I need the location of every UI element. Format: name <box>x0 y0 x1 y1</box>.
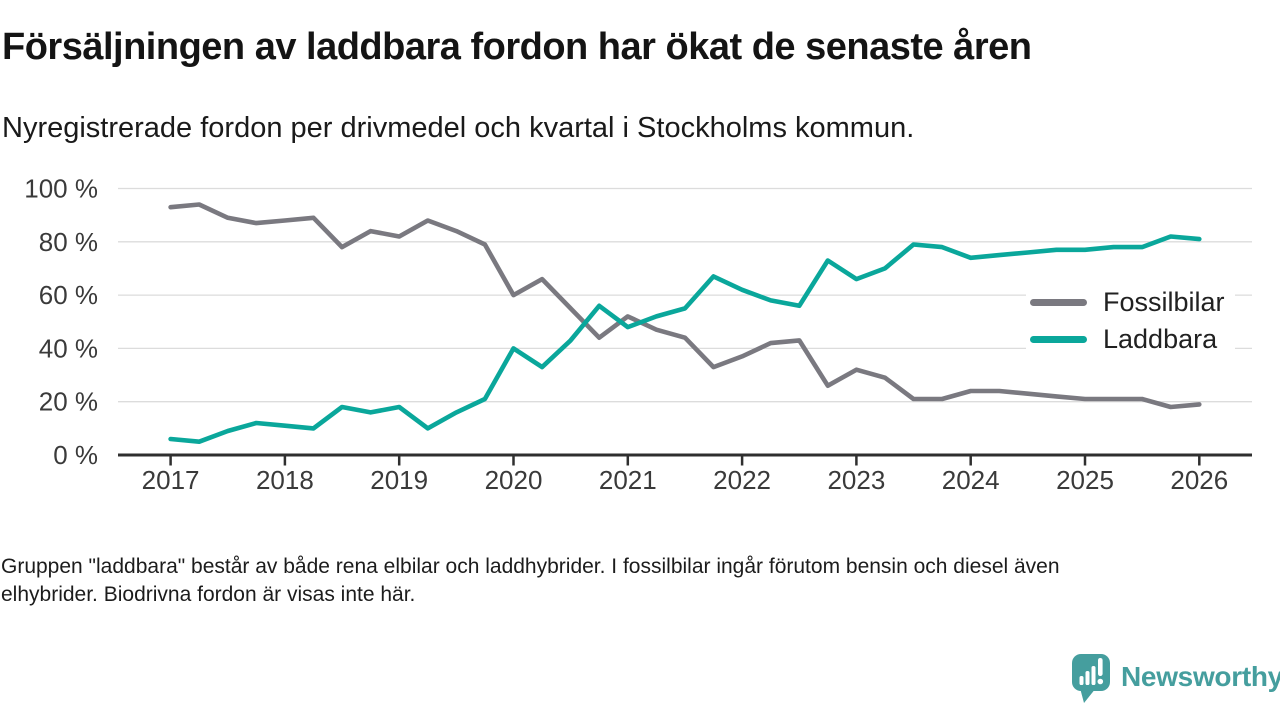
legend-line-swatch-fossilbilar <box>1030 299 1087 306</box>
x-axis-label: 2022 <box>713 465 771 495</box>
line-chart: 0 % 20 % 40 % 60 % 80 % 100 % 2017 2018 2019 2020… <box>24 174 1252 495</box>
x-axis-label: 2020 <box>485 465 543 495</box>
series-line-laddbara <box>168 234 1202 445</box>
y-axis-label: 40 % <box>39 333 98 363</box>
y-axis-label: 100 % <box>24 174 98 204</box>
footnote-line-2: elhybrider. Biodrivna fordon är visas in… <box>1 583 416 606</box>
page-subtitle: Nyregistrerade fordon per drivmedel och … <box>2 112 915 144</box>
newsworthy-logo-icon <box>1072 654 1110 703</box>
chart-legend: Fossilbilar Laddbara <box>1026 281 1235 363</box>
newsworthy-logo-text: Newsworthy <box>1121 661 1280 692</box>
footnote-line-1: Gruppen "laddbara" består av både rena e… <box>1 555 1060 578</box>
x-axis-label: 2017 <box>142 465 200 495</box>
x-axis-label: 2018 <box>256 465 314 495</box>
y-axis-label: 20 % <box>39 387 98 417</box>
y-axis-label: 80 % <box>39 227 98 257</box>
y-axis-label: 0 % <box>53 440 98 470</box>
x-axis-label: 2021 <box>599 465 657 495</box>
x-axis-label: 2026 <box>1170 465 1228 495</box>
x-axis-label: 2024 <box>942 465 1000 495</box>
newsworthy-logo: Newsworthy <box>1070 648 1280 706</box>
x-axis-label: 2025 <box>1056 465 1114 495</box>
legend-item-fossilbilar: Fossilbilar <box>1030 284 1225 321</box>
y-axis-label: 60 % <box>39 280 98 310</box>
legend-line-swatch-laddbara <box>1030 336 1087 343</box>
x-axis-label: 2019 <box>370 465 428 495</box>
legend-label: Laddbara <box>1103 324 1218 354</box>
page-title: Försäljningen av laddbara fordon har öka… <box>2 26 1032 68</box>
legend-label: Fossilbilar <box>1103 287 1225 317</box>
series-line-fossilbilar <box>168 202 1202 410</box>
chart-footnote: Gruppen "laddbara" består av både rena e… <box>1 553 1231 609</box>
legend-item-laddbara: Laddbara <box>1030 321 1225 358</box>
x-axis-label: 2023 <box>827 465 885 495</box>
